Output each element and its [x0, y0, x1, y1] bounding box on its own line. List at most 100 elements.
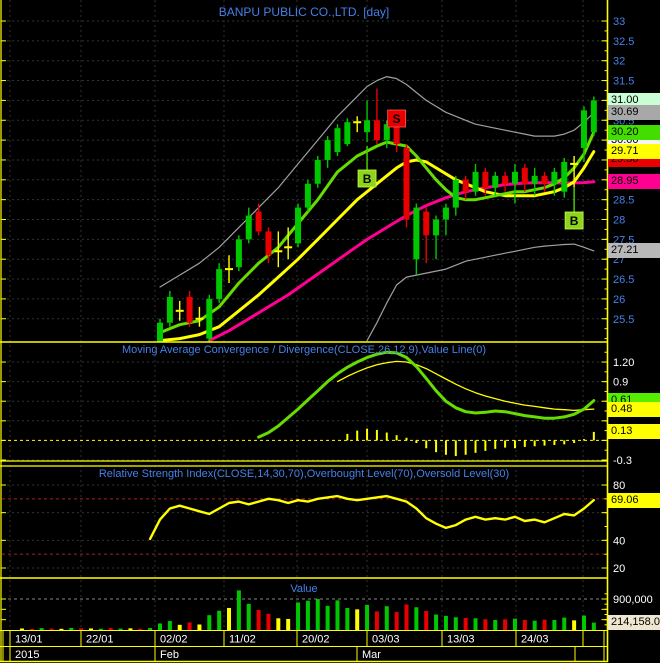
candle-body	[157, 322, 163, 342]
candle	[295, 203, 302, 248]
month-label: 2015	[15, 649, 39, 661]
price-panel: B S B	[157, 75, 597, 342]
volume-bar	[98, 628, 103, 630]
volume-bar	[79, 628, 84, 630]
candle-body	[551, 171, 558, 184]
candle-body	[166, 296, 173, 323]
candle-body	[304, 183, 311, 208]
candle	[216, 263, 223, 303]
candle-body	[472, 171, 479, 192]
rsi-line	[148, 494, 595, 541]
rsi-badge: 69.06	[608, 493, 660, 508]
candle-body	[462, 179, 469, 192]
volume-bar	[493, 620, 498, 630]
volume-bar	[443, 615, 448, 630]
volume-bar	[305, 600, 310, 630]
candle	[314, 155, 321, 188]
volume-bar	[256, 610, 261, 630]
volume-bar	[296, 602, 301, 630]
marker-letter: B	[363, 172, 372, 186]
buy-marker: B	[357, 146, 377, 188]
candle	[413, 203, 420, 276]
candle-body	[403, 148, 410, 220]
marker-box	[357, 169, 377, 188]
volume-bar	[483, 619, 488, 630]
candle-body	[521, 167, 528, 184]
volume-bar	[177, 624, 182, 630]
volume-bar	[512, 618, 517, 630]
price-badge: 30.20	[608, 125, 660, 140]
month-label: Feb	[160, 649, 179, 661]
macd-line	[257, 350, 596, 439]
candle-body	[482, 171, 489, 188]
candle-body	[590, 100, 597, 133]
candle-body	[324, 140, 331, 160]
candle	[195, 306, 204, 327]
candle	[383, 120, 390, 149]
volume-bar	[246, 603, 251, 630]
marker-box	[387, 109, 407, 128]
volume-bar	[138, 628, 143, 630]
rsi-tick-label: 40	[613, 535, 625, 547]
candle	[462, 175, 469, 200]
candle-body	[245, 215, 252, 240]
price-badge: 31.00	[608, 93, 660, 108]
volume-bar	[88, 628, 93, 630]
volume-panel	[19, 590, 596, 630]
candle	[373, 88, 380, 145]
volume-bar	[591, 622, 596, 630]
volume-bar	[128, 628, 133, 630]
price-tick-label: 32.5	[613, 36, 634, 48]
volume-bar	[315, 599, 320, 630]
candle-body	[216, 269, 223, 299]
candle	[175, 300, 184, 321]
price-badge: 28.95	[608, 174, 660, 189]
candle-body	[492, 175, 499, 188]
candle	[482, 167, 489, 196]
volume-bar	[266, 613, 271, 630]
candle	[284, 227, 293, 260]
volume-bar	[473, 618, 478, 630]
candle	[225, 255, 234, 284]
price-tick-label: 28.5	[613, 195, 634, 207]
volume-bar	[69, 627, 74, 630]
date-label: 03/03	[372, 634, 400, 646]
candle-body	[364, 120, 371, 133]
candle	[403, 144, 410, 228]
ma-fast-line	[158, 130, 596, 335]
candle	[186, 290, 193, 327]
volume-bar	[167, 621, 172, 630]
volume-bar	[108, 628, 113, 630]
candle-body	[186, 296, 193, 323]
price-tick-label: 31.5	[613, 76, 634, 88]
sell-marker: S	[387, 109, 407, 146]
macd-signal-line	[336, 360, 595, 412]
macd-panel	[257, 350, 596, 457]
volume-bar	[345, 607, 350, 630]
volume-bar	[49, 628, 54, 630]
volume-bar	[414, 607, 419, 630]
candle	[452, 175, 459, 216]
candle-body	[206, 298, 213, 339]
candle	[255, 203, 262, 236]
bollinger-upper-line	[159, 75, 595, 288]
volume-bar	[158, 623, 162, 630]
candle	[206, 294, 213, 342]
candle	[344, 118, 351, 147]
volume-bar	[59, 628, 64, 630]
candle-body	[255, 211, 262, 232]
candle-body	[344, 122, 351, 145]
candle	[590, 96, 597, 137]
volume-bar	[552, 620, 557, 630]
volume-bar	[217, 610, 222, 630]
candle	[353, 116, 362, 133]
rsi-tick-label: 20	[613, 563, 625, 575]
candle-body	[502, 175, 509, 184]
candle	[364, 100, 371, 143]
candle	[511, 163, 518, 204]
candle-body	[541, 175, 548, 184]
candle-body	[383, 124, 390, 141]
candle	[304, 179, 311, 212]
